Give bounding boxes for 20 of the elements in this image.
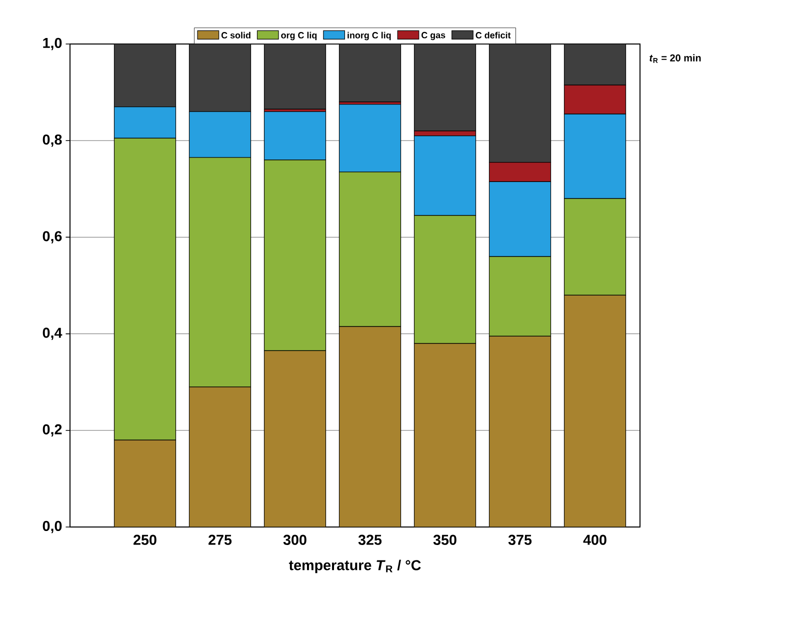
x-tick-label: 275 — [208, 534, 232, 545]
legend-label: C gas — [422, 32, 446, 40]
legend-label: C deficit — [476, 32, 511, 38]
x-tick-label: 300 — [283, 534, 306, 545]
text: t$_{R}$ = 20 min — [650, 54, 701, 63]
legend-label: org C liq — [281, 32, 317, 40]
x-axis-title: temperature T$_{R}$ / °C — [288, 560, 421, 574]
y-tick-label: 0,8 — [42, 134, 62, 147]
y-tick-label: 0,2 — [42, 424, 62, 437]
y-tick-label: 0,4 — [42, 328, 62, 340]
x-tick-label: 375 — [508, 534, 532, 545]
y-tick-label: 1,0 — [43, 38, 62, 50]
y-tick-label: 0,0 — [42, 520, 62, 534]
x-tick-label: 325 — [358, 534, 382, 545]
x-tick-label: 350 — [433, 534, 456, 545]
x-tick-label: 400 — [583, 534, 606, 545]
x-tick-label: 250 — [134, 534, 156, 545]
legend-label: C solid — [221, 32, 250, 38]
legend-label: inorg C liq — [348, 32, 391, 40]
y-tick-label: 0,6 — [42, 231, 62, 244]
